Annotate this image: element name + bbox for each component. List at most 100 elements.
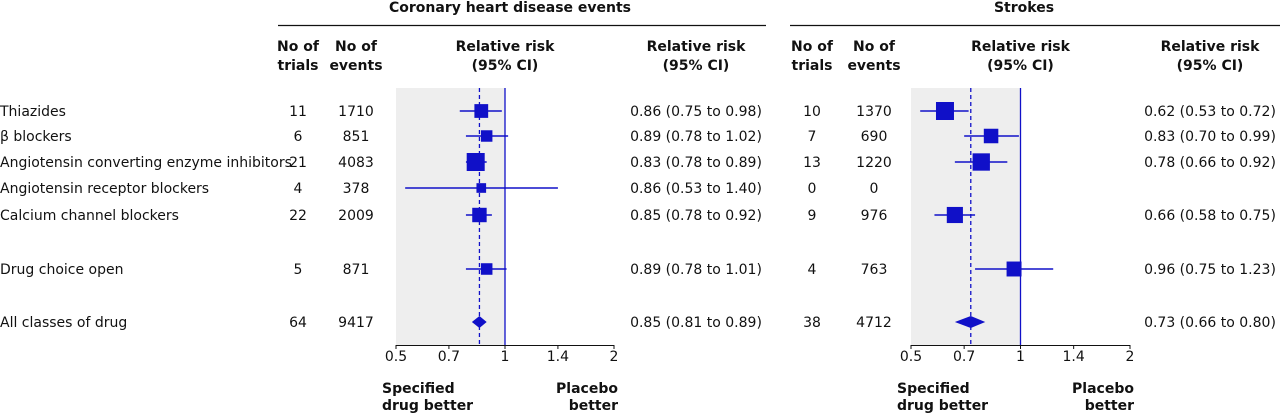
x-tick-label: 2 <box>610 349 619 365</box>
point-estimate <box>476 183 487 193</box>
x-tick-label: 1.4 <box>1063 349 1085 365</box>
footer-right: Placebo <box>556 381 618 397</box>
trials-count: 9 <box>808 208 817 224</box>
x-tick-label: 1.4 <box>547 349 569 365</box>
events-count: 851 <box>343 129 370 145</box>
trials-count: 4 <box>808 262 817 278</box>
row-label: Angiotensin converting enzyme inhibitors <box>0 155 292 171</box>
summary-diamond <box>471 316 487 328</box>
relative-risk-text: 0.85 (0.81 to 0.89) <box>630 315 762 331</box>
row-label: All classes of drug <box>0 315 127 331</box>
column-header: (95% CI) <box>472 58 539 74</box>
relative-risk-text: 0.73 (0.66 to 0.80) <box>1144 315 1276 331</box>
x-tick-label: 2 <box>1126 349 1135 365</box>
point-estimate <box>474 104 489 118</box>
x-tick-label: 1 <box>1016 349 1025 365</box>
trials-count: 5 <box>294 262 303 278</box>
point-estimate <box>972 153 990 171</box>
column-header: No of <box>791 39 834 55</box>
x-tick-label: 0.5 <box>385 349 407 365</box>
footer-left: Specified <box>382 381 455 397</box>
events-count: 4712 <box>856 315 892 331</box>
footer-left: drug better <box>382 398 473 414</box>
events-count: 763 <box>861 262 888 278</box>
footer-left: drug better <box>897 398 988 414</box>
trials-count: 38 <box>803 315 821 331</box>
plot-background-right <box>1020 88 1130 345</box>
column-header: (95% CI) <box>1177 58 1244 74</box>
column-header: events <box>847 58 900 74</box>
x-tick-label: 0.5 <box>900 349 922 365</box>
relative-risk-text: 0.62 (0.53 to 0.72) <box>1144 104 1276 120</box>
summary-diamond <box>954 316 986 328</box>
trials-count: 13 <box>803 155 821 171</box>
point-estimate <box>1006 261 1022 277</box>
x-tick-label: 1 <box>501 349 510 365</box>
events-count: 976 <box>861 208 888 224</box>
column-header: trials <box>792 58 833 74</box>
column-header: (95% CI) <box>987 58 1054 74</box>
column-header: No of <box>853 39 896 55</box>
row-label: Calcium channel blockers <box>0 208 179 224</box>
x-tick-label: 0.7 <box>438 349 460 365</box>
relative-risk-text: 0.86 (0.53 to 1.40) <box>630 181 762 197</box>
point-estimate <box>983 128 999 144</box>
trials-count: 7 <box>808 129 817 145</box>
column-header: No of <box>335 39 378 55</box>
trials-count: 64 <box>289 315 307 331</box>
point-estimate <box>946 206 963 224</box>
row-label: Thiazides <box>0 104 66 120</box>
footer-right: Placebo <box>1072 381 1134 397</box>
relative-risk-text: 0.96 (0.75 to 1.23) <box>1144 262 1276 278</box>
trials-count: 4 <box>294 181 303 197</box>
events-count: 2009 <box>338 208 374 224</box>
row-label: Drug choice open <box>0 262 123 278</box>
relative-risk-text: 0.89 (0.78 to 1.01) <box>630 262 762 278</box>
column-header: Relative risk <box>456 39 556 55</box>
column-header: events <box>329 58 382 74</box>
column-header: (95% CI) <box>663 58 730 74</box>
column-header: Relative risk <box>1161 39 1261 55</box>
column-header: No of <box>277 39 320 55</box>
panel-title: Strokes <box>994 0 1054 16</box>
plot-background-right <box>505 88 614 345</box>
row-label: β blockers <box>0 129 72 145</box>
trials-count: 0 <box>808 181 817 197</box>
column-header: trials <box>278 58 319 74</box>
trials-count: 21 <box>289 155 307 171</box>
point-estimate <box>935 102 954 120</box>
trials-count: 11 <box>289 104 307 120</box>
events-count: 871 <box>343 262 370 278</box>
column-header: Relative risk <box>971 39 1071 55</box>
events-count: 1710 <box>338 104 374 120</box>
relative-risk-text: 0.78 (0.66 to 0.92) <box>1144 155 1276 171</box>
row-label: Angiotensin receptor blockers <box>0 181 209 197</box>
point-estimate <box>466 153 485 171</box>
relative-risk-text: 0.86 (0.75 to 0.98) <box>630 104 762 120</box>
relative-risk-text: 0.89 (0.78 to 1.02) <box>630 129 762 145</box>
relative-risk-text: 0.66 (0.58 to 0.75) <box>1144 208 1276 224</box>
events-count: 4083 <box>338 155 374 171</box>
trials-count: 6 <box>294 129 303 145</box>
point-estimate <box>480 263 493 275</box>
relative-risk-text: 0.83 (0.70 to 0.99) <box>1144 129 1276 145</box>
panel-title: Coronary heart disease events <box>389 0 631 16</box>
trials-count: 10 <box>803 104 821 120</box>
events-count: 1220 <box>856 155 892 171</box>
footer-right: better <box>1085 398 1134 414</box>
events-count: 1370 <box>856 104 892 120</box>
relative-risk-text: 0.85 (0.78 to 0.92) <box>630 208 762 224</box>
footer-right: better <box>569 398 618 414</box>
trials-count: 22 <box>289 208 307 224</box>
events-count: 378 <box>343 181 370 197</box>
point-estimate <box>472 207 487 223</box>
events-count: 9417 <box>338 315 374 331</box>
x-tick-label: 0.7 <box>953 349 975 365</box>
events-count: 0 <box>870 181 879 197</box>
relative-risk-text: 0.83 (0.78 to 0.89) <box>630 155 762 171</box>
events-count: 690 <box>861 129 888 145</box>
point-estimate <box>480 130 493 142</box>
column-header: Relative risk <box>647 39 747 55</box>
footer-left: Specified <box>897 381 970 397</box>
